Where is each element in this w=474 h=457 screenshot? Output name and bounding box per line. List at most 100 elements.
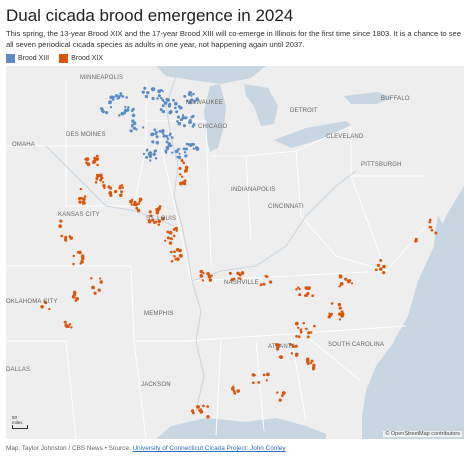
- scale-unit: miles: [12, 420, 23, 425]
- chesapeake-bay: [434, 216, 444, 251]
- brood-xiii-point: [193, 99, 196, 103]
- brood-xiii-point: [142, 126, 145, 129]
- chart-subtitle: This spring, the 13-year Brood XIX and t…: [6, 29, 462, 49]
- brood-xiii-point: [183, 151, 187, 154]
- brood-xiii-point: [132, 126, 137, 130]
- brood-xix-point: [265, 275, 269, 279]
- brood-xiii-point: [172, 98, 175, 102]
- brood-xix-point: [80, 259, 84, 264]
- brood-xix-point: [275, 347, 280, 351]
- brood-xix-point: [169, 231, 173, 234]
- city-label-minneapolis: MINNEAPOLIS: [80, 75, 123, 81]
- atlantic-ocean: [362, 186, 464, 439]
- brood-xiii-point: [192, 123, 196, 127]
- brood-xix-point: [281, 394, 284, 398]
- brood-xix-point: [166, 230, 170, 234]
- brood-xiii-point: [150, 132, 155, 137]
- brood-xix-point: [173, 255, 176, 258]
- brood-xix-point: [344, 277, 348, 281]
- brood-xix-point: [79, 187, 83, 191]
- brood-xiii-point: [185, 142, 189, 146]
- brood-xix-point: [228, 271, 232, 275]
- brood-xix-point: [312, 363, 316, 367]
- city-label-buffalo: BUFFALO: [381, 96, 410, 102]
- legend-label-brood-xiii: Brood XIII: [18, 55, 50, 62]
- brood-xix-point: [260, 283, 263, 286]
- brood-xix-point: [102, 181, 105, 184]
- brood-xix-point: [157, 219, 161, 224]
- brood-xiii-point: [111, 98, 115, 101]
- brood-xiii-point: [160, 96, 163, 100]
- brood-xiii-point: [167, 144, 171, 148]
- brood-xix-point: [206, 415, 210, 419]
- map-panel[interactable]: MINNEAPOLIS DES MOINES OMAHA MILWAUKEE C…: [6, 66, 464, 439]
- brood-xix-point: [206, 405, 210, 408]
- brood-xiii-point: [157, 89, 162, 94]
- brood-xiii-point: [145, 148, 149, 152]
- brood-xiii-point: [181, 114, 185, 117]
- brood-xiii-point: [100, 107, 104, 111]
- brood-xix-point: [278, 398, 282, 402]
- brood-xix-point: [119, 193, 123, 198]
- brood-xix-point: [278, 355, 281, 358]
- city-label-omaha: OMAHA: [12, 142, 35, 148]
- brood-xix-point: [178, 166, 182, 171]
- brood-xiii-point: [121, 95, 125, 98]
- brood-xiii-point: [190, 142, 194, 147]
- source-link[interactable]: University of Connecticut Cicada Project…: [132, 445, 286, 452]
- brood-xix-point: [73, 293, 77, 297]
- brood-xiii-point: [146, 91, 150, 95]
- brood-xiii-point: [157, 94, 161, 98]
- brood-xix-point: [120, 190, 124, 194]
- brood-xiii-point: [153, 128, 157, 132]
- brood-xix-point: [60, 234, 64, 238]
- brood-xix-point: [382, 271, 386, 275]
- brood-xix-point: [304, 286, 309, 290]
- brood-xix-point: [138, 199, 142, 202]
- city-label-atlanta: ATLANTA: [268, 344, 296, 350]
- brood-xix-point: [180, 175, 184, 178]
- brood-xix-point: [72, 262, 75, 266]
- brood-xix-point: [99, 277, 102, 280]
- brood-xix-point: [299, 330, 303, 334]
- brood-xix-point: [95, 154, 99, 158]
- brood-xix-point: [182, 161, 185, 165]
- brood-xix-point: [68, 235, 71, 238]
- brood-xiii-point: [165, 97, 169, 101]
- brood-xiii-point: [181, 116, 185, 120]
- brood-xix-point: [236, 389, 240, 393]
- map-svg[interactable]: MINNEAPOLIS DES MOINES OMAHA MILWAUKEE C…: [6, 66, 464, 439]
- brood-xix-point: [95, 176, 99, 180]
- brood-xix-point: [239, 277, 242, 281]
- brood-xix-point: [297, 286, 300, 289]
- brood-xix-point: [304, 294, 307, 297]
- map-attribution[interactable]: © OpenStreetMap contributors: [383, 431, 462, 437]
- brood-xiii-point: [164, 149, 168, 153]
- brood-xiii-point: [160, 88, 163, 92]
- brood-xix-point: [192, 411, 195, 415]
- brood-xix-point: [136, 209, 141, 213]
- brood-xix-point: [299, 328, 303, 332]
- brood-xix-point: [166, 236, 170, 240]
- brood-xix-point: [202, 271, 205, 275]
- brood-xix-point: [72, 290, 77, 295]
- brood-xix-point: [350, 282, 354, 285]
- brood-xix-point: [58, 224, 62, 228]
- brood-xix-point: [306, 292, 310, 296]
- brood-xiii-point: [118, 114, 121, 117]
- brood-xiii-point: [109, 105, 113, 109]
- brood-xix-point: [276, 391, 279, 394]
- brood-xix-point: [129, 199, 133, 204]
- brood-xix-point: [199, 269, 204, 274]
- brood-xiii-point: [190, 98, 194, 102]
- brood-xix-point: [173, 250, 176, 254]
- brood-xix-point: [310, 359, 314, 363]
- brood-xix-point: [277, 345, 280, 348]
- brood-xix-point: [266, 372, 270, 377]
- brood-xix-point: [295, 354, 298, 358]
- brood-xiii-point: [182, 124, 187, 128]
- brood-xix-point: [291, 343, 294, 347]
- brood-xiii-point: [190, 94, 193, 97]
- brood-xix-point: [179, 253, 183, 258]
- brood-xiii-point: [192, 92, 195, 96]
